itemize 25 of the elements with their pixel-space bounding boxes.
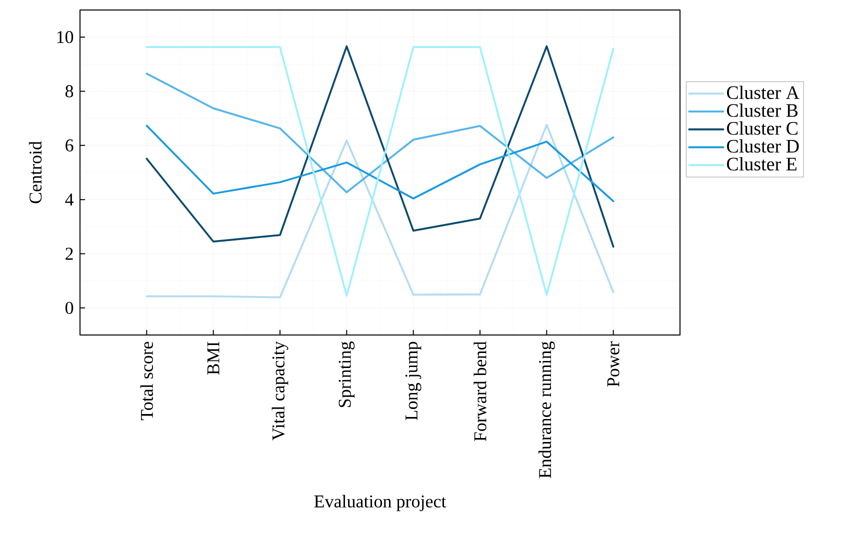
line-series: [146, 124, 614, 202]
line-series: [146, 124, 614, 298]
y-tick-label: 8: [65, 85, 74, 98]
x-tick-label: BMI: [207, 342, 220, 375]
y-tick-label: 4: [65, 194, 74, 206]
legend-label: Cluster E: [726, 157, 796, 171]
y-tick-label: 0: [65, 302, 74, 314]
x-tick-label: Sprinting: [338, 342, 355, 408]
y-tick-label: 10: [57, 31, 74, 44]
x-axis-title: Evaluation project: [314, 494, 446, 512]
legend-label: Cluster D: [726, 139, 799, 153]
legend-label: Cluster C: [726, 121, 798, 135]
x-tick-label: Long jump: [405, 342, 422, 420]
line-series: [146, 45, 614, 248]
x-tick-label: Power: [607, 341, 620, 387]
line-series: [146, 72, 614, 194]
legend-label: Cluster A: [726, 86, 800, 100]
x-tick-label: Total score: [140, 342, 153, 420]
y-tick-label: 2: [66, 248, 73, 260]
x-tick-label: Endurance running: [538, 342, 555, 478]
x-tick-label: Forward bend: [474, 341, 486, 442]
x-tick-label: Vital capacity: [272, 341, 288, 440]
legend-label: Cluster B: [726, 104, 798, 117]
y-tick-label: 6: [66, 139, 74, 152]
y-axis-title: Centroid: [28, 141, 42, 204]
